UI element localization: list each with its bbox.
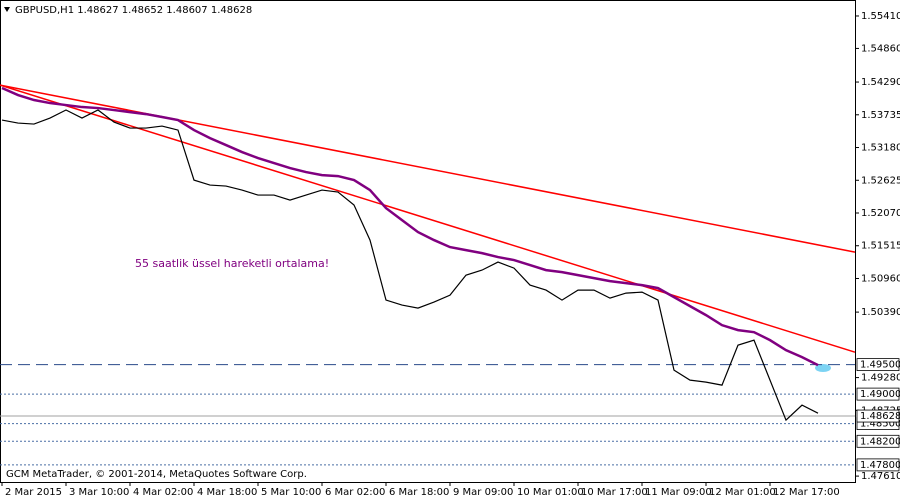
x-tick-label: 6 Mar 02:00 — [325, 487, 385, 498]
level-label-box — [856, 387, 900, 401]
moving-average — [1, 86, 819, 367]
level-label-box — [856, 434, 900, 448]
level-label: 1.48200 — [860, 436, 900, 447]
annotation: 55 saatlik üssel hareketli ortalama! — [135, 257, 329, 270]
level-label-box — [856, 358, 900, 372]
y-tick-label: 1.53180 — [861, 143, 900, 154]
y-tick-label: 1.49280 — [861, 373, 900, 384]
trendline — [0, 84, 856, 353]
y-tick-label: 1.50960 — [861, 273, 900, 284]
level-label: 1.49000 — [860, 389, 900, 400]
x-tick-label: 9 Mar 09:00 — [453, 487, 513, 498]
x-tick-label: 2 Mar 2015 — [5, 487, 62, 498]
level-label: 1.49500 — [860, 360, 900, 371]
x-tick-label: 3 Mar 10:00 — [69, 487, 129, 498]
chart-title: GBPUSD,H1 1.48627 1.48652 1.48607 1.4862… — [15, 5, 252, 16]
y-tick-label: 1.55410 — [861, 11, 900, 22]
level-label-box — [856, 458, 900, 472]
level-label: 1.47800 — [860, 460, 900, 471]
y-tick-label: 1.52625 — [861, 175, 900, 186]
y-tick-label: 1.51515 — [861, 241, 900, 252]
level-label: 1.48628 — [860, 411, 900, 422]
level-label: 1.48500 — [860, 419, 900, 430]
x-tick-label: 4 Mar 02:00 — [133, 487, 193, 498]
y-tick-label: 1.54290 — [861, 77, 900, 88]
level-label-box — [856, 409, 900, 423]
footer: GCM MetaTrader, © 2001-2014, MetaQuotes … — [6, 469, 307, 480]
x-tick-label: 12 Mar 17:00 — [773, 487, 840, 498]
x-tick-label: 11 Mar 09:00 — [645, 487, 712, 498]
menu-arrow[interactable] — [4, 7, 10, 12]
x-tick-label: 4 Mar 18:00 — [197, 487, 257, 498]
y-tick-label: 1.53735 — [861, 110, 900, 121]
price-line — [1, 109, 819, 422]
y-tick-label: 1.47610 — [861, 471, 900, 482]
x-tick-label: 6 Mar 18:00 — [389, 487, 449, 498]
y-tick-label: 1.50390 — [861, 307, 900, 318]
plot-frame — [0, 0, 856, 483]
x-tick-label: 10 Mar 01:00 — [517, 487, 584, 498]
y-tick-label: 1.52070 — [861, 208, 900, 219]
x-tick-label: 12 Mar 01:00 — [709, 487, 776, 498]
x-tick-label: 10 Mar 17:00 — [581, 487, 648, 498]
highlight — [815, 364, 831, 372]
y-tick-label: 1.54860 — [861, 43, 900, 54]
x-tick-label: 5 Mar 10:00 — [261, 487, 321, 498]
